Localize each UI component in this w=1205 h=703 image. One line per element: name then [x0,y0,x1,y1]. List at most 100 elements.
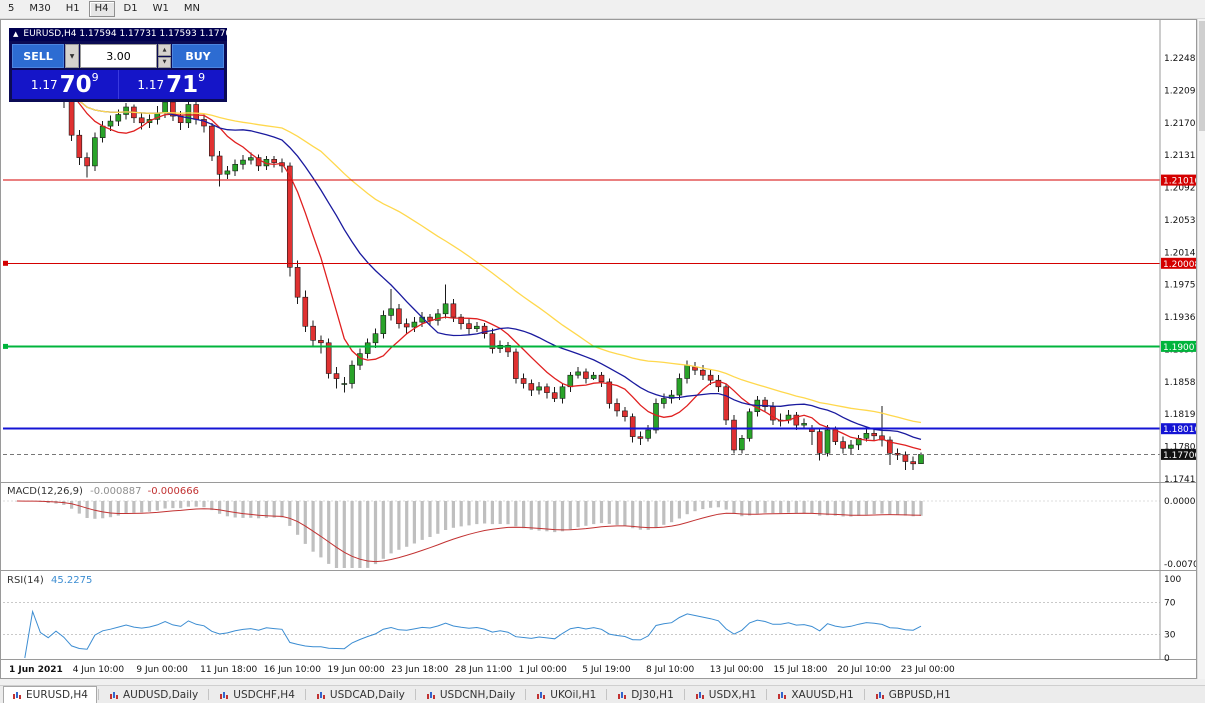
candle-up [380,315,387,334]
icon-bar [878,692,881,698]
chart-tab-audusd-daily[interactable]: AUDUSD,Daily [100,686,207,703]
candle-down [294,267,301,298]
timeframe-button-w1[interactable]: W1 [152,3,169,14]
candle-down [762,399,768,408]
candle-down [193,104,199,120]
sell-button[interactable]: SELL [12,44,64,68]
tab-separator [606,689,608,700]
icon-bar [223,692,226,698]
candle-down [450,303,457,318]
time-axis-tick: 1 Jun 2021 [9,665,63,675]
macd-histogram-bar [763,501,767,513]
macd-histogram-bar [771,501,775,514]
macd-histogram-bar [786,501,791,513]
macd-histogram-bar [545,501,549,532]
candle-down [333,373,340,379]
candle-down [255,157,262,167]
macd-histogram-bar [794,501,798,513]
macd-histogram-bar [257,501,261,519]
macd-histogram-bar [654,501,658,528]
macd-histogram-bar [560,501,565,532]
macd-histogram-bar [77,501,81,514]
volume-input[interactable] [80,44,157,68]
mini-chart-icon [695,692,704,699]
trade-prices-row: 1.17 70 9 1.17 71 9 [12,70,224,99]
time-axis-tick: 23 Jul 00:00 [901,665,955,675]
macd-histogram-bar [412,501,416,544]
scrollbar-thumb[interactable] [1199,21,1205,131]
icon-bar [781,692,784,698]
price-axis-tick: 1.19360 [1164,313,1196,323]
buy-price-sup: 9 [198,71,206,84]
chart-tab-ukoil-h1[interactable]: UKOil,H1 [527,686,605,703]
macd-histogram-bar [529,501,533,530]
macd-histogram-bar [249,501,253,518]
macd-histogram-bar [428,501,432,537]
time-axis-tick: 19 Jun 00:00 [328,665,385,675]
macd-name: MACD(12,26,9) [7,486,83,497]
timeframe-button-m30[interactable]: M30 [29,3,51,14]
collapse-icon[interactable]: ▲ [13,30,19,38]
chart-tab-usdx-h1[interactable]: USDX,H1 [686,686,766,703]
timeframe-button-d1[interactable]: D1 [123,3,138,14]
chart-tab-usdchf-h4[interactable]: USDCHF,H4 [210,686,304,703]
timeframe-button-mn[interactable]: MN [183,3,200,14]
macd-histogram-bar [241,501,245,518]
icon-bar [220,694,223,699]
timeframe-button-5[interactable]: 5 [8,3,15,14]
candle-down [505,344,511,353]
price-axis-tick: 1.22480 [1164,54,1196,64]
candle-down [871,432,878,437]
rsi-value: 45.2275 [50,575,93,586]
price-line-badge [1161,174,1196,186]
buy-price-prefix: 1.17 [137,77,165,92]
buy-price-display[interactable]: 1.17 71 9 [119,70,225,99]
candle-down [466,323,472,330]
timeframe-button-h4[interactable]: H4 [88,1,115,17]
chart-tab-gbpusd-h1[interactable]: GBPUSD,H1 [866,686,960,703]
candle-up [162,101,168,114]
macd-histogram-bar [389,501,393,554]
chart-tab-dj30-h1[interactable]: DJ30,H1 [608,686,682,703]
time-axis-tick: 5 Jul 19:00 [582,665,631,675]
macd-histogram-bar [490,501,494,525]
chart-tab-xauusd-h1[interactable]: XAUUSD,H1 [768,686,862,703]
time-axis-tick: 11 Jun 18:00 [200,665,257,675]
time-axis-tick: 23 Jun 18:00 [391,665,448,675]
time-axis-tick: 28 Jun 11:00 [455,665,512,675]
chart-tab-eurusd-h4[interactable]: EURUSD,H4 [3,686,97,703]
price-chart[interactable]: 1.22480 1.22090 1.21700 1.21310 1.20920 1.205… [1,20,1196,678]
sell-price-display[interactable]: 1.17 70 9 [12,70,118,99]
candle-down [879,435,885,441]
line-handle [3,260,8,266]
candle-up [349,364,355,384]
candle-down [458,316,465,325]
mini-chart-icon [109,692,118,699]
volume-dropdown-icon[interactable]: ▼ [65,44,79,68]
macd-histogram-bar [342,501,346,568]
macd-histogram-bar [670,501,674,523]
candle-down [832,429,839,442]
volume-down-icon[interactable]: ▼ [158,56,171,68]
candle-down [318,339,324,344]
macd-histogram-bar [459,501,463,527]
price-axis-tick: 1.18580 [1164,378,1196,388]
price-axis-tick: 1.20140 [1164,248,1196,258]
timeframe-button-h1[interactable]: H1 [65,3,80,14]
icon-bar [537,694,540,699]
volume-up-icon[interactable]: ▲ [158,44,171,56]
candle-up [801,423,807,426]
candle-down [770,406,776,421]
chart-tab-usdcad-daily[interactable]: USDCAD,Daily [307,686,414,703]
chart-title-bar[interactable]: ▲ EURUSD,H4 1.17594 1.17731 1.17593 1.17… [9,28,227,41]
candle-up [357,353,363,366]
buy-button[interactable]: BUY [172,44,224,68]
chart-tab-usdcnh-daily[interactable]: USDCNH,Daily [417,686,524,703]
moving-average-40 [16,78,922,424]
macd-histogram-bar [218,501,222,514]
vertical-scrollbar[interactable] [1197,19,1205,679]
macd-histogram-bar [444,501,448,530]
price-axis-tick: 1.19750 [1164,281,1196,291]
rsi-axis-tick: 100 [1164,575,1181,585]
